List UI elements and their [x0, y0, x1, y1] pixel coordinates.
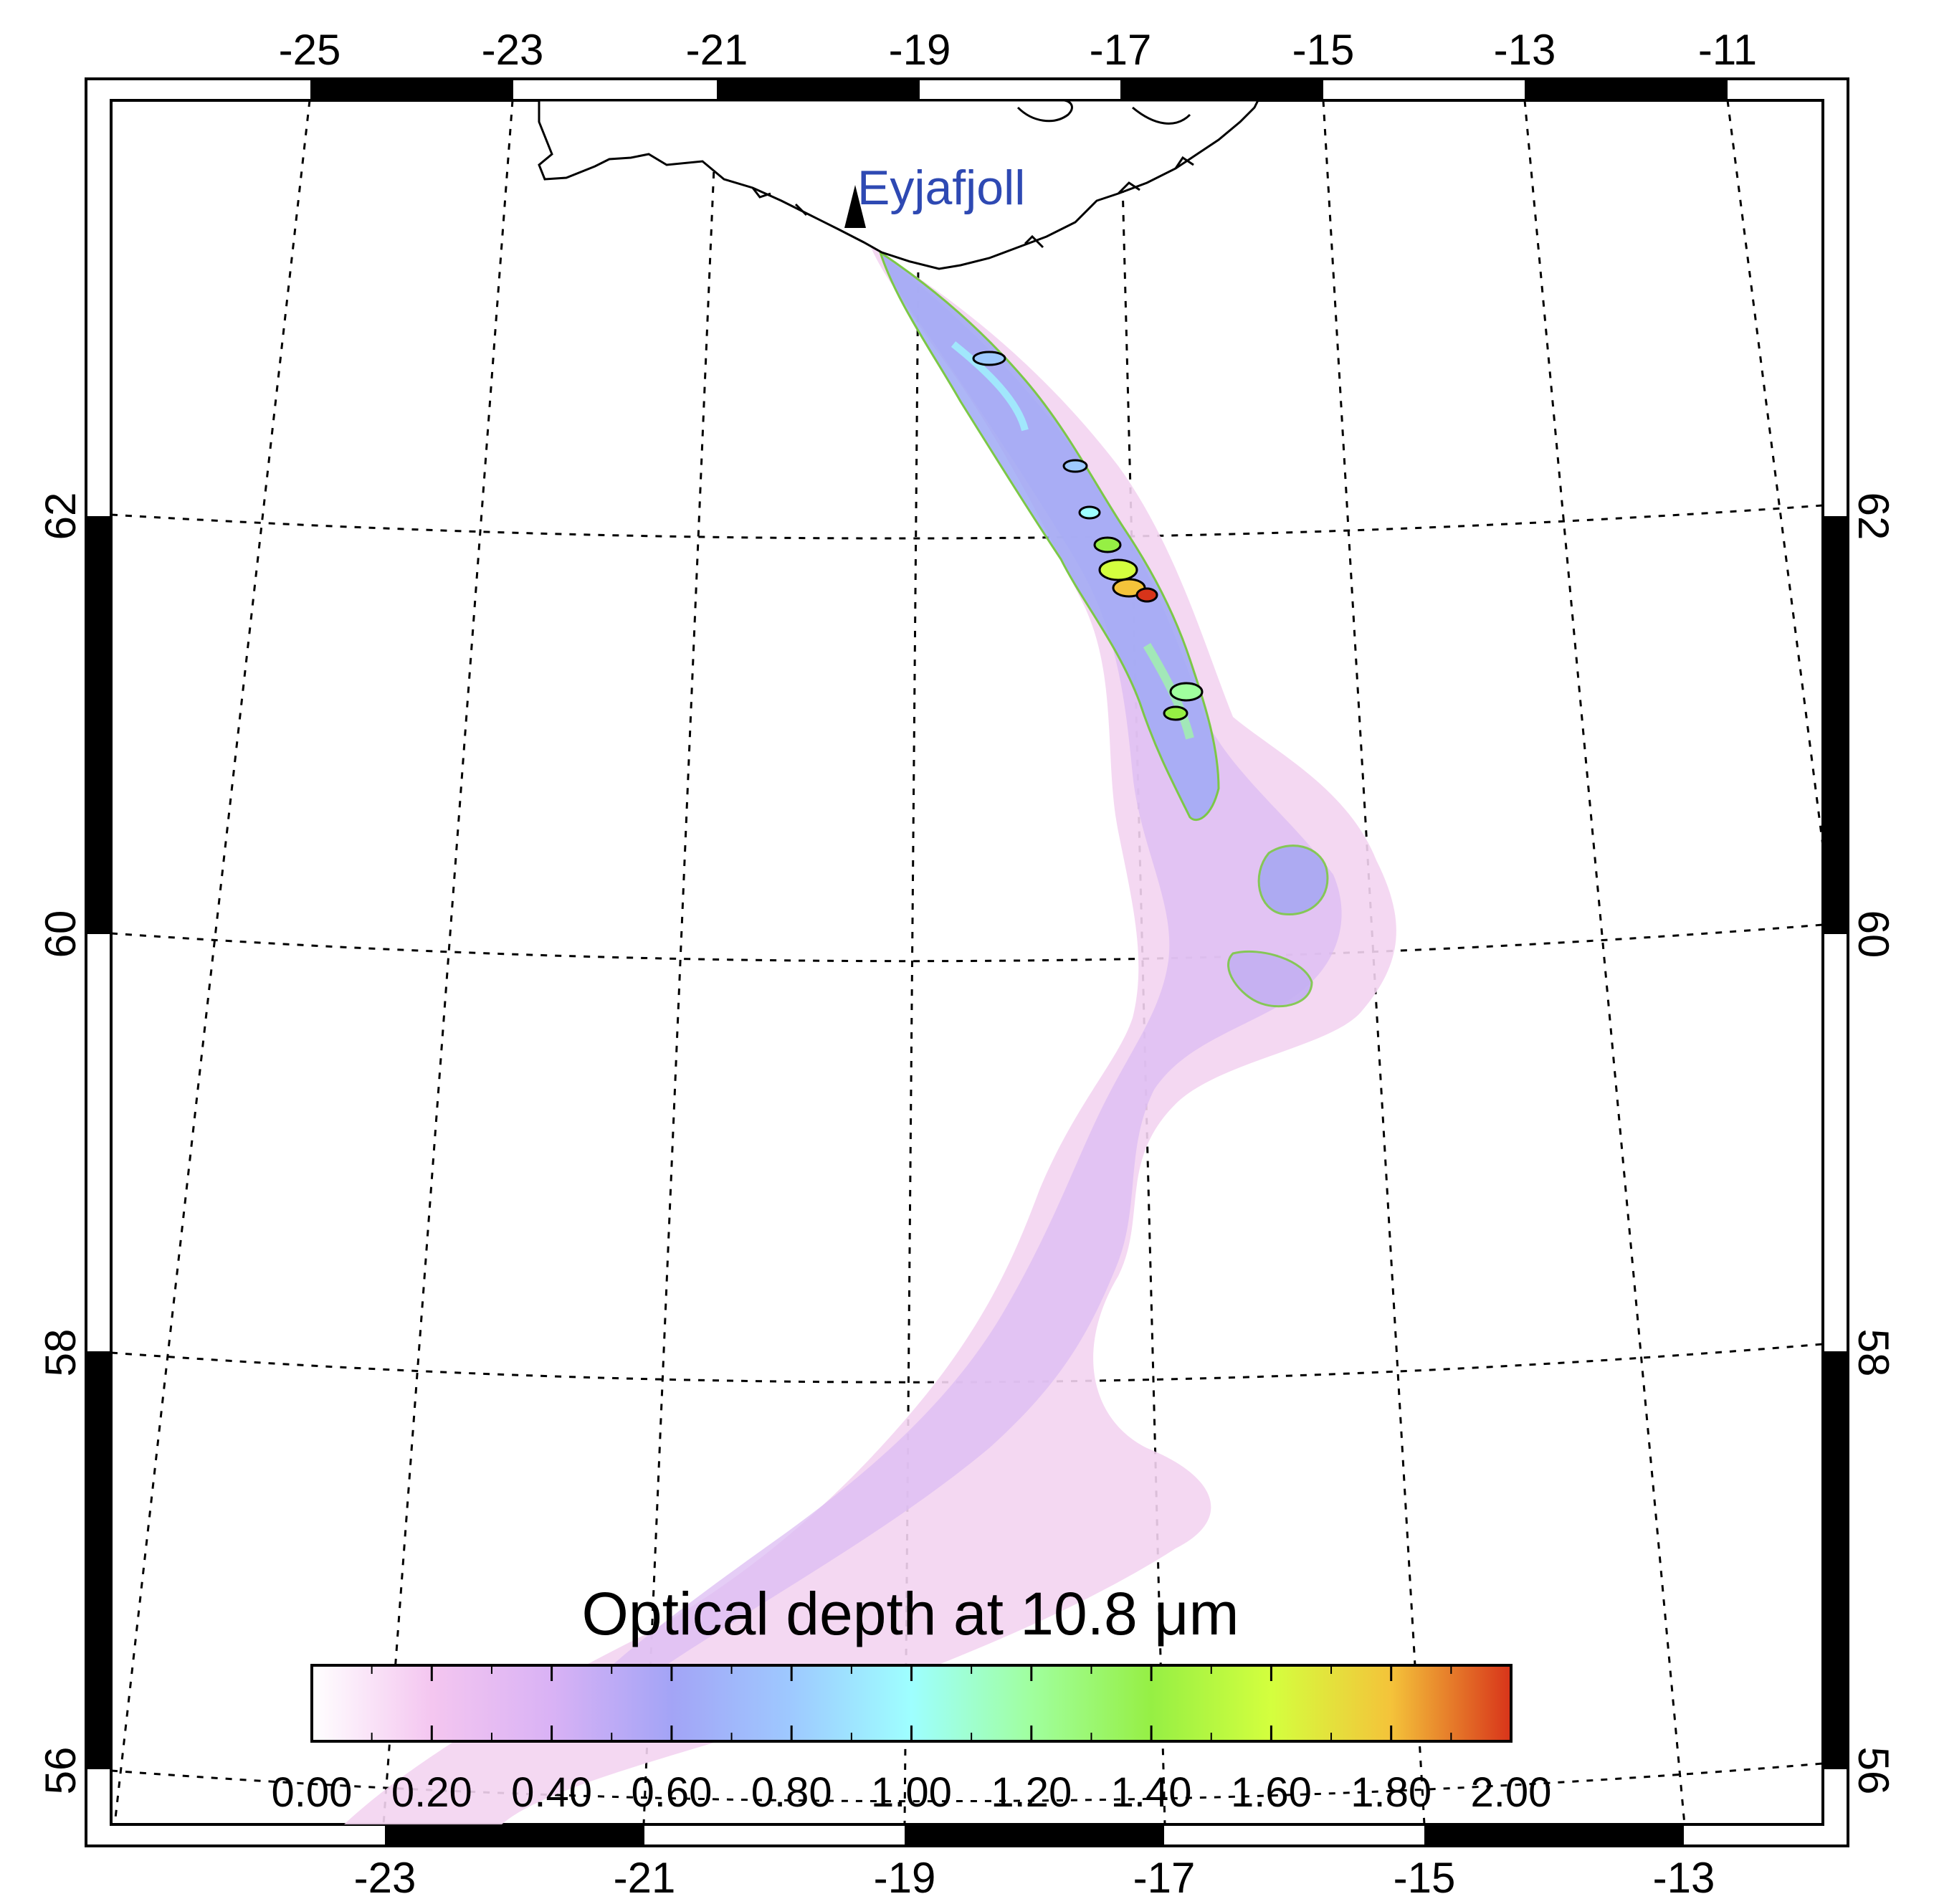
colorbar-title-prefix: Optical depth at 10.8	[582, 1580, 1155, 1647]
right-lat-label: 60	[1849, 910, 1897, 958]
hotspot-7	[1078, 505, 1101, 520]
bottom-bar-1	[385, 1824, 644, 1846]
colorbar-tick-label: 0.60	[631, 1769, 712, 1816]
bottom-lon-label: -15	[1394, 1854, 1456, 1902]
top-bar-4	[1525, 79, 1728, 100]
top-lon-label: -17	[1090, 26, 1152, 74]
top-bar-3	[1120, 79, 1323, 100]
hotspot-4	[1135, 587, 1158, 603]
meridian-13	[1523, 100, 1686, 1824]
top-lon-label: -15	[1292, 26, 1355, 74]
parallel-56	[111, 1762, 1823, 1803]
top-lon-label: -25	[279, 26, 341, 74]
top-lon-label: -13	[1494, 26, 1556, 74]
volcano-label: Eyjafjoll	[857, 161, 1025, 215]
colorbar-labels: 0.00 0.20 0.40 0.60 0.80 1.00 1.20 1.40 1.60 1.80…	[272, 1769, 1552, 1816]
left-lat-label: 62	[37, 492, 85, 541]
bottom-lon-label: -13	[1653, 1854, 1715, 1902]
left-lat-label: 60	[37, 910, 85, 958]
top-lon-label: -23	[482, 26, 544, 74]
bottom-bar-3	[1424, 1824, 1684, 1846]
bottom-lon-label: -17	[1133, 1854, 1196, 1902]
bottom-lon-label: -19	[874, 1854, 936, 1902]
contour-1-0	[878, 249, 1220, 822]
volcano-icon	[844, 185, 866, 228]
iceland-coast	[538, 99, 1260, 270]
parallel-60	[111, 923, 1823, 963]
left-lat-label: 56	[37, 1747, 85, 1795]
top-lon-label: -21	[686, 26, 748, 74]
right-lat-labels: 62 60 58 56	[1849, 492, 1897, 1795]
right-bar-2	[1823, 1351, 1848, 1769]
top-lon-label: -11	[1698, 26, 1757, 74]
hotspot-3	[1093, 536, 1122, 553]
right-lat-label: 62	[1849, 492, 1897, 541]
hotspot-8	[1062, 459, 1088, 473]
colorbar-tick-label: 2.00	[1471, 1769, 1552, 1816]
right-bar-1	[1823, 516, 1848, 934]
hotspot-9	[972, 351, 1006, 366]
colorbar-tick-label: 0.80	[751, 1769, 832, 1816]
meridian-11	[1726, 100, 1823, 847]
plume-core	[880, 252, 1219, 820]
meridian-21	[642, 100, 718, 1824]
bottom-lon-label: -21	[614, 1854, 676, 1902]
colorbar-tick-label: 0.40	[511, 1769, 592, 1816]
coastline-details	[751, 156, 1194, 249]
coastline-path	[538, 99, 1260, 270]
right-lat-label: 56	[1849, 1747, 1897, 1795]
left-lat-labels: 62 60 58 56	[37, 492, 85, 1795]
parallel-62	[111, 504, 1823, 540]
contour-patch-2	[1227, 950, 1313, 1008]
colorbar-title: Optical depth at 10.8 μm	[582, 1580, 1239, 1647]
top-bar-2	[717, 79, 920, 100]
left-lat-label: 58	[37, 1329, 85, 1377]
colorbar-tick-label: 0.20	[391, 1769, 472, 1816]
hotspot-6	[1163, 705, 1188, 721]
top-bar-1	[310, 79, 513, 100]
contour-patch-1	[1257, 844, 1329, 916]
parallel-58	[111, 1343, 1823, 1384]
bottom-lon-label: -23	[354, 1854, 416, 1902]
right-lat-label: 58	[1849, 1329, 1897, 1377]
colorbar-tick-label: 1.60	[1231, 1769, 1312, 1816]
colorbar-tick-label: 1.20	[991, 1769, 1072, 1816]
hotspot-5	[1169, 682, 1204, 702]
meridian-23	[382, 100, 514, 1824]
left-bar-1	[86, 516, 111, 934]
meridian-25	[113, 100, 311, 1824]
bottom-lon-labels: -23 -21 -19 -17 -15 -13	[354, 1854, 1715, 1902]
core-streak-1	[951, 341, 1029, 432]
top-lon-labels: -25 -23 -21 -19 -17 -15 -13 -11	[279, 26, 1757, 74]
colorbar-tick-label: 1.40	[1111, 1769, 1192, 1816]
glacier-outline-1	[1016, 99, 1073, 123]
left-bar-2	[86, 1351, 111, 1769]
colorbar-ticks	[310, 1665, 1513, 1741]
bottom-bar-2	[905, 1824, 1164, 1846]
glacier-outline-2	[1132, 106, 1191, 125]
frame-bars	[86, 79, 1848, 1846]
hotspot-1	[1098, 558, 1138, 581]
colorbar-tick-label: 0.00	[272, 1769, 353, 1816]
colorbar-title-unit: μm	[1154, 1580, 1239, 1647]
top-lon-label: -19	[889, 26, 951, 74]
colorbar-tick-label: 1.80	[1351, 1769, 1432, 1816]
ash-plume	[344, 247, 1396, 1824]
colorbar-tick-label: 1.00	[871, 1769, 952, 1816]
colorbar: Optical depth at 10.8 μm 0.00 0.20 0.40 0.6…	[272, 1580, 1552, 1816]
